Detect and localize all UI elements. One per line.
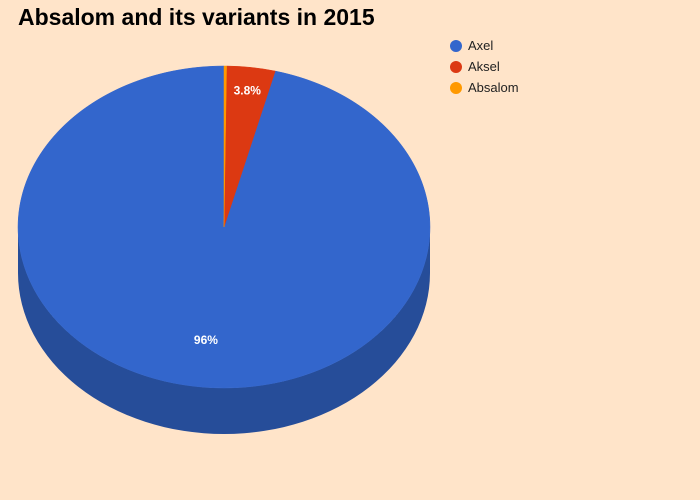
- legend-item-absalom[interactable]: Absalom: [450, 77, 519, 98]
- pie-labels: 96% 3.8%: [194, 84, 261, 347]
- legend-swatch-axel: [450, 39, 462, 52]
- legend-label-aksel: Aksel: [468, 59, 500, 74]
- pie-slice-absalom[interactable]: [223, 65, 227, 228]
- legend-swatch-absalom: [450, 81, 462, 94]
- legend-item-axel[interactable]: Axel: [450, 35, 519, 56]
- pie-side-axel: [18, 227, 430, 434]
- pie-slices: [17, 65, 431, 389]
- pie-depth: [18, 227, 430, 434]
- slice-label-aksel: 3.8%: [234, 84, 262, 98]
- legend-label-absalom: Absalom: [468, 80, 519, 95]
- legend-label-axel: Axel: [468, 38, 494, 53]
- legend-swatch-aksel: [450, 60, 462, 73]
- legend: Axel Aksel Absalom: [450, 35, 519, 98]
- legend-item-aksel[interactable]: Aksel: [450, 56, 519, 77]
- chart-title: Absalom and its variants in 2015: [18, 4, 375, 30]
- slice-label-axel: 96%: [194, 333, 218, 347]
